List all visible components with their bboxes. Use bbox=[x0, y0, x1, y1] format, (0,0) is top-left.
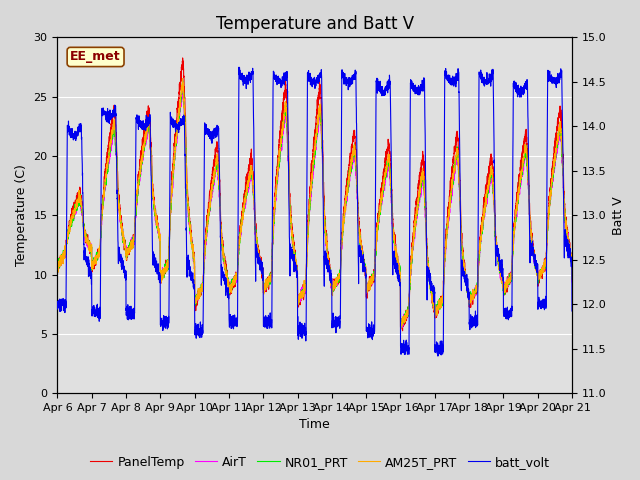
AM25T_PRT bbox=[54, 267, 61, 273]
AM25T_PRT bbox=[460, 254, 467, 260]
AirT bbox=[430, 300, 438, 305]
batt_volt bbox=[460, 274, 467, 279]
NR01_PRT bbox=[430, 302, 438, 308]
Line: NR01_PRT: NR01_PRT bbox=[58, 81, 572, 327]
batt_volt bbox=[296, 328, 303, 334]
batt_volt bbox=[434, 353, 442, 359]
NR01_PRT bbox=[397, 324, 405, 330]
NR01_PRT bbox=[54, 263, 61, 269]
AM25T_PRT bbox=[430, 300, 438, 305]
Line: PanelTemp: PanelTemp bbox=[58, 58, 572, 331]
PanelTemp bbox=[568, 259, 575, 264]
PanelTemp bbox=[460, 251, 467, 256]
Line: batt_volt: batt_volt bbox=[58, 67, 572, 356]
AirT bbox=[397, 325, 404, 331]
NR01_PRT bbox=[568, 256, 575, 262]
Text: EE_met: EE_met bbox=[70, 50, 121, 63]
AM25T_PRT bbox=[568, 259, 575, 264]
AirT bbox=[568, 254, 575, 260]
AM25T_PRT bbox=[397, 326, 404, 332]
batt_volt bbox=[430, 287, 438, 292]
batt_volt bbox=[568, 257, 575, 263]
Line: AM25T_PRT: AM25T_PRT bbox=[58, 79, 572, 329]
X-axis label: Time: Time bbox=[300, 419, 330, 432]
batt_volt bbox=[146, 112, 154, 118]
AirT bbox=[568, 279, 576, 285]
NR01_PRT bbox=[296, 295, 303, 301]
PanelTemp bbox=[296, 296, 303, 302]
batt_volt bbox=[401, 345, 409, 350]
Line: AirT: AirT bbox=[58, 89, 572, 328]
NR01_PRT bbox=[146, 135, 154, 141]
Title: Temperature and Batt V: Temperature and Batt V bbox=[216, 15, 413, 33]
Legend: PanelTemp, AirT, NR01_PRT, AM25T_PRT, batt_volt: PanelTemp, AirT, NR01_PRT, AM25T_PRT, ba… bbox=[85, 451, 555, 474]
AM25T_PRT bbox=[401, 313, 409, 319]
NR01_PRT bbox=[179, 78, 186, 84]
PanelTemp bbox=[430, 306, 438, 312]
AM25T_PRT bbox=[296, 299, 303, 305]
Y-axis label: Temperature (C): Temperature (C) bbox=[15, 164, 28, 266]
PanelTemp bbox=[179, 55, 186, 61]
AM25T_PRT bbox=[146, 131, 154, 136]
AM25T_PRT bbox=[179, 76, 186, 82]
NR01_PRT bbox=[460, 253, 467, 259]
batt_volt bbox=[54, 304, 61, 310]
batt_volt bbox=[568, 308, 576, 314]
PanelTemp bbox=[568, 276, 576, 282]
AirT bbox=[179, 86, 187, 92]
PanelTemp bbox=[54, 269, 61, 275]
AM25T_PRT bbox=[568, 277, 576, 283]
AirT bbox=[54, 261, 61, 266]
AirT bbox=[460, 257, 467, 263]
PanelTemp bbox=[401, 313, 409, 319]
Y-axis label: Batt V: Batt V bbox=[612, 196, 625, 235]
PanelTemp bbox=[146, 116, 154, 122]
AirT bbox=[296, 292, 303, 298]
batt_volt bbox=[235, 64, 243, 70]
AirT bbox=[146, 138, 154, 144]
NR01_PRT bbox=[568, 276, 576, 281]
PanelTemp bbox=[399, 328, 406, 334]
NR01_PRT bbox=[401, 315, 409, 321]
AirT bbox=[401, 313, 409, 319]
